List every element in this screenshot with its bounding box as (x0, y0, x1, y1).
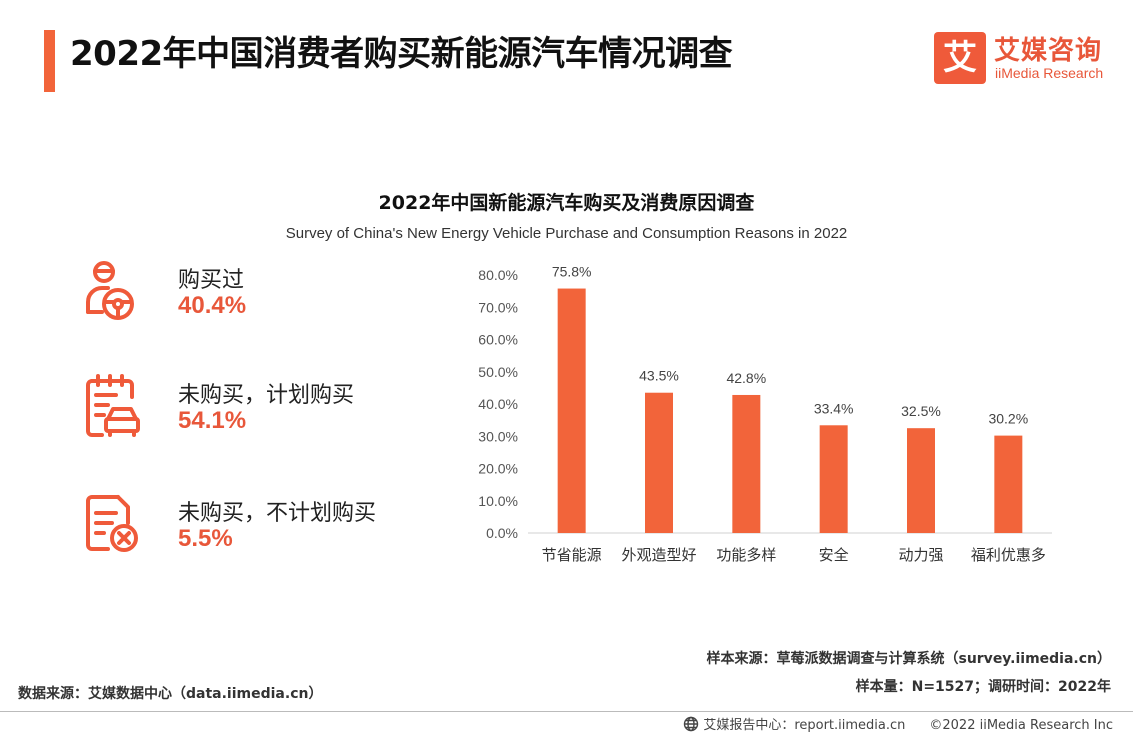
page-title: 2022年中国消费者购买新能源汽车情况调查 (70, 34, 733, 74)
y-tick-label: 30.0% (478, 428, 518, 444)
chart-subtitle: Survey of China's New Energy Vehicle Pur… (285, 225, 848, 242)
stat-no-plan: 未购买，不计划购买 5.5% (78, 491, 438, 561)
y-tick-label: 20.0% (478, 461, 518, 477)
y-tick-label: 10.0% (478, 493, 518, 509)
stat-label: 未购买，不计划购买 (178, 501, 377, 526)
stat-plan-to-buy: 未购买，计划购买 54.1% (78, 373, 438, 443)
iimedia-logo: 艾 艾媒咨询 iiMedia Research (934, 32, 1124, 88)
stat-value: 5.5% (178, 525, 233, 552)
x-tick-label: 安全 (819, 546, 849, 564)
sample-size: 样本量：N=1527；调研时间：2022年 (855, 679, 1111, 695)
stat-label: 购买过 (178, 268, 245, 293)
stat-purchased: 购买过 40.4% (78, 258, 438, 328)
data-source: 数据来源：艾媒数据中心（data.iimedia.cn） (18, 686, 323, 702)
y-tick-label: 50.0% (478, 364, 518, 380)
x-tick-label: 节省能源 (542, 546, 602, 564)
globe-icon (684, 716, 699, 732)
bar (994, 435, 1023, 533)
bar (645, 392, 673, 533)
bar (557, 288, 586, 533)
logo-chinese-name: 艾媒咨询 (994, 36, 1103, 66)
logo-mark-text: 艾 (943, 38, 977, 78)
stat-value: 40.4% (178, 292, 247, 319)
bar-chart: 0.0% 10.0% 20.0% 30.0% 40.0% 50.0% 60.0% 70.0% 8… (478, 264, 1052, 564)
data-label: 32.5% (901, 403, 941, 419)
y-tick-label: 70.0% (478, 299, 518, 315)
sample-source: 样本来源：草莓派数据调查与计算系统（survey.iimedia.cn） (706, 651, 1111, 667)
data-label: 43.5% (639, 368, 679, 384)
logo-english-name: iiMedia Research (995, 65, 1104, 81)
x-tick-label: 动力强 (898, 546, 943, 564)
y-tick-label: 80.0% (478, 267, 518, 283)
copyright: ©2022 iiMedia Research Inc (929, 718, 1113, 733)
y-tick-label: 40.0% (478, 396, 518, 412)
stat-label: 未购买，计划购买 (178, 383, 355, 408)
report-center-link[interactable]: 艾媒报告中心：report.iimedia.cn (703, 718, 906, 733)
data-label: 33.4% (814, 400, 854, 416)
clipboard-car-icon (86, 374, 140, 437)
stat-value: 54.1% (178, 407, 247, 434)
document-cross-icon (86, 495, 138, 552)
person-steering-wheel-icon (86, 261, 134, 320)
bar (907, 428, 935, 533)
footer-divider (0, 711, 1133, 712)
footer: 艾媒报告中心：report.iimedia.cn ©2022 iiMedia Re… (683, 714, 1113, 733)
data-label: 75.8% (552, 264, 592, 280)
x-tick-label: 功能多样 (716, 546, 776, 564)
data-label: 30.2% (988, 411, 1028, 427)
logo-mark-icon: 艾 (934, 32, 986, 84)
chart-title: 2022年中国新能源汽车购买及消费原因调查 (378, 192, 755, 214)
y-tick-label: 0.0% (486, 525, 518, 541)
bar (732, 394, 761, 533)
x-tick-label: 外观造型好 (621, 546, 696, 564)
bar (819, 425, 848, 533)
x-tick-label: 福利优惠多 (971, 546, 1046, 564)
y-tick-label: 60.0% (478, 332, 518, 348)
data-label: 42.8% (726, 370, 766, 386)
title-accent-bar (44, 30, 55, 92)
